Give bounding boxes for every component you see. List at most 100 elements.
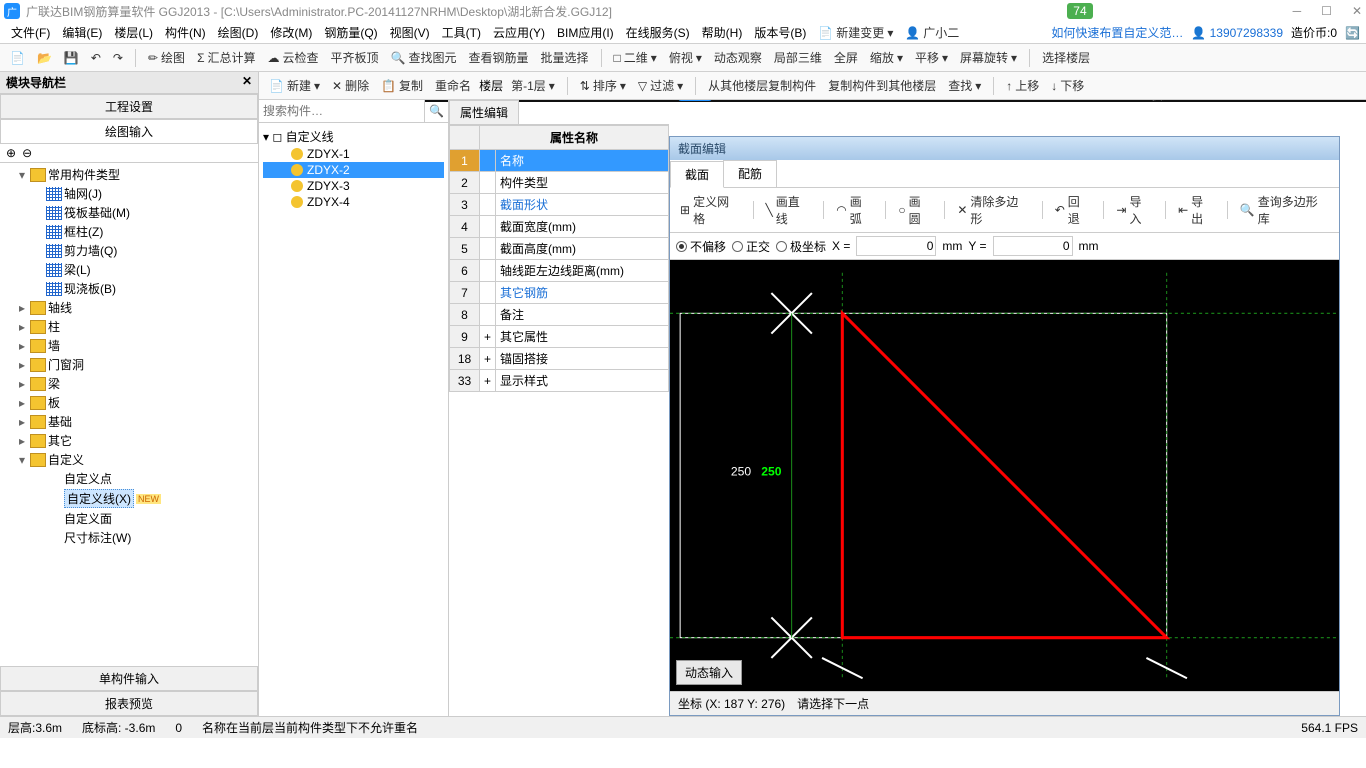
copy-button[interactable]: 📋 复制 [377, 75, 427, 96]
delete-button[interactable]: ✕ 删除 [328, 75, 373, 96]
2d-dropdown[interactable]: □ 二维 ▾ [610, 47, 661, 68]
list-root[interactable]: ▾ ◻ 自定义线 [263, 127, 444, 146]
y-input[interactable] [993, 236, 1073, 256]
tree-item[interactable]: ▸墙 [2, 336, 256, 355]
search-icon[interactable]: 🔍 [424, 100, 448, 122]
nav-close-icon[interactable]: ✕ [242, 74, 252, 91]
undo-polygon-button[interactable]: ↶ 回退 [1051, 191, 1096, 229]
filter-button[interactable]: ▽ 过滤 ▾ [634, 75, 687, 96]
tree-item[interactable]: 剪力墙(Q) [2, 241, 256, 260]
single-input-button[interactable]: 单构件输入 [0, 666, 258, 691]
tree-item[interactable]: 框柱(Z) [2, 222, 256, 241]
find-button[interactable]: 🔍 查找图元 [387, 47, 461, 68]
pan-button[interactable]: 平移 ▾ [911, 47, 952, 68]
list-item[interactable]: ZDYX-1 [263, 146, 444, 162]
rename-button[interactable]: 重命名 [431, 75, 475, 96]
tree-item[interactable]: 自定义线(X)NEW [2, 488, 256, 509]
phone-link[interactable]: 👤 13907298339 [1191, 26, 1283, 40]
tree-item[interactable]: 自定义面 [2, 509, 256, 528]
minimize-button[interactable]: ─ [1293, 4, 1302, 18]
menu-modify[interactable]: 修改(M) [265, 22, 317, 43]
tree-item[interactable]: 尺寸标注(W) [2, 528, 256, 547]
tab-section[interactable]: 截面 [670, 161, 724, 188]
tree-item[interactable]: 筏板基础(M) [2, 203, 256, 222]
sort-button[interactable]: ⇅ 排序 ▾ [576, 75, 630, 96]
new-file-button[interactable]: 📄 [6, 49, 29, 67]
tree-item[interactable]: ▸板 [2, 393, 256, 412]
search-input[interactable] [259, 100, 424, 122]
rotate-button[interactable]: 屏幕旋转 ▾ [956, 47, 1021, 68]
menu-component[interactable]: 构件(N) [160, 22, 211, 43]
define-grid-button[interactable]: ⊞ 定义网格 [676, 191, 745, 229]
tree-item[interactable]: ▸柱 [2, 317, 256, 336]
close-button[interactable]: ✕ [1352, 4, 1362, 18]
move-down-button[interactable]: ↓ 下移 [1047, 75, 1088, 96]
align-button[interactable]: 平齐板顶 [327, 47, 383, 68]
tip-link[interactable]: 如何快速布置自定义范… [1051, 24, 1183, 41]
refresh-icon[interactable]: 🔄 [1345, 26, 1360, 40]
tree-item[interactable]: 梁(L) [2, 260, 256, 279]
view-rebar-button[interactable]: 查看钢筋量 [465, 47, 533, 68]
maximize-button[interactable]: ☐ [1321, 4, 1332, 18]
tree-item[interactable]: 现浇板(B) [2, 279, 256, 298]
menu-draw[interactable]: 绘图(D) [213, 22, 264, 43]
property-row[interactable]: 4截面宽度(mm) [450, 216, 669, 238]
draw-circle-button[interactable]: ○ 画圆 [894, 191, 936, 229]
menu-edit[interactable]: 编辑(E) [57, 22, 107, 43]
list-item[interactable]: ZDYX-3 [263, 178, 444, 194]
select-floor-button[interactable]: 选择楼层 [1038, 47, 1094, 68]
x-input[interactable] [856, 236, 936, 256]
new-change-button[interactable]: 📄 新建变更 ▾ [813, 22, 898, 43]
menu-tools[interactable]: 工具(T) [437, 22, 486, 43]
tree-item[interactable]: ▸轴线 [2, 298, 256, 317]
menu-rebar[interactable]: 钢筋量(Q) [319, 22, 382, 43]
import-button[interactable]: ⇥ 导入 [1112, 191, 1157, 229]
copy-from-floor-button[interactable]: 从其他楼层复制构件 [704, 75, 820, 96]
list-item[interactable]: ZDYX-4 [263, 194, 444, 210]
property-row[interactable]: 3截面形状 [450, 194, 669, 216]
draw-input-button[interactable]: 绘图输入 [0, 119, 258, 144]
top-view-button[interactable]: 俯视 ▾ [665, 47, 706, 68]
menu-view[interactable]: 视图(V) [385, 22, 435, 43]
new-component-button[interactable]: 📄 新建 ▾ [265, 75, 324, 96]
menu-version[interactable]: 版本号(B) [749, 22, 811, 43]
property-row[interactable]: 7其它钢筋 [450, 282, 669, 304]
tree-item[interactable]: ▸基础 [2, 412, 256, 431]
save-button[interactable]: 💾 [60, 49, 83, 67]
copy-to-floor-button[interactable]: 复制构件到其他楼层 [824, 75, 940, 96]
canvas-area[interactable]: 250 250 动态输入 [670, 260, 1339, 691]
search-button[interactable]: 查找 ▾ [944, 75, 985, 96]
tree-item[interactable]: ▸梁 [2, 374, 256, 393]
collapse-icon[interactable]: ⊖ [22, 146, 32, 160]
expand-icon[interactable]: ⊕ [6, 146, 16, 160]
property-row[interactable]: 5截面高度(mm) [450, 238, 669, 260]
floor-dropdown[interactable]: 第-1层 ▾ [507, 75, 559, 96]
radio-polar[interactable]: 极坐标 [776, 238, 826, 255]
menu-help[interactable]: 帮助(H) [697, 22, 748, 43]
component-tree[interactable]: ▾常用构件类型轴网(J)筏板基础(M)框柱(Z)剪力墙(Q)梁(L)现浇板(B)… [0, 163, 258, 666]
tree-item[interactable]: ▸其它 [2, 431, 256, 450]
property-row[interactable]: 33+显示样式 [450, 370, 669, 392]
menu-cloud[interactable]: 云应用(Y) [488, 22, 550, 43]
tree-item[interactable]: 自定义点 [2, 469, 256, 488]
property-row[interactable]: 9+其它属性 [450, 326, 669, 348]
menu-bim[interactable]: BIM应用(I) [552, 22, 619, 43]
orbit-button[interactable]: 动态观察 [710, 47, 766, 68]
radio-nooffset[interactable]: 不偏移 [676, 238, 726, 255]
clear-polygon-button[interactable]: ✕ 清除多边形 [953, 191, 1033, 229]
property-row[interactable]: 1名称 [450, 150, 669, 172]
local-3d-button[interactable]: 局部三维 [770, 47, 826, 68]
export-button[interactable]: ⇤ 导出 [1174, 191, 1219, 229]
radio-ortho[interactable]: 正交 [732, 238, 770, 255]
query-polygon-button[interactable]: 🔍 查询多边形库 [1236, 191, 1333, 229]
draw-arc-button[interactable]: ◠ 画弧 [832, 191, 877, 229]
property-row[interactable]: 8备注 [450, 304, 669, 326]
dynamic-input-button[interactable]: 动态输入 [676, 660, 742, 685]
menu-file[interactable]: 文件(F) [6, 22, 55, 43]
report-preview-button[interactable]: 报表预览 [0, 691, 258, 716]
component-list[interactable]: ▾ ◻ 自定义线ZDYX-1ZDYX-2ZDYX-3ZDYX-4 [259, 123, 448, 214]
menu-floor[interactable]: 楼层(L) [109, 22, 158, 43]
tree-item[interactable]: ▾常用构件类型 [2, 165, 256, 184]
draw-line-button[interactable]: ╲ 画直线 [761, 191, 815, 229]
batch-select-button[interactable]: 批量选择 [537, 47, 593, 68]
